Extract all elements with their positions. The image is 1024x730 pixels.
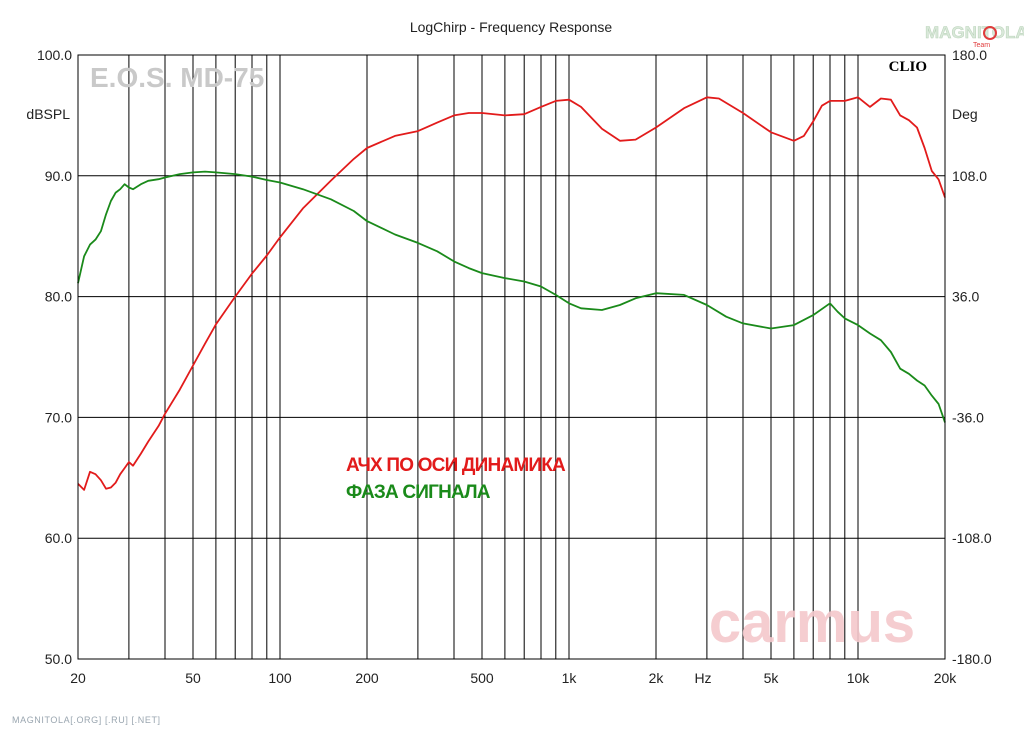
x-tick-label: 50 — [185, 670, 201, 686]
left-tick-label: 100.0 — [37, 47, 72, 63]
right-tick-label: -108.0 — [952, 530, 992, 546]
legend-entry-response: АЧХ ПО ОСИ ДИНАМИКА — [346, 455, 566, 476]
phase-line — [77, 170, 946, 423]
frequency-response-line — [77, 96, 946, 491]
chart-title: LogChirp - Frequency Response — [410, 19, 613, 35]
right-tick-label: -180.0 — [952, 651, 992, 667]
magnitola-logo: MAGNITOLA Team — [925, 23, 1024, 49]
left-tick-label: 60.0 — [45, 530, 72, 546]
x-axis-unit-label: Hz — [694, 670, 711, 686]
x-tick-label: 200 — [355, 670, 379, 686]
x-tick-label: 10k — [847, 670, 871, 686]
left-tick-label: 90.0 — [45, 168, 72, 184]
x-tick-label: 20 — [70, 670, 86, 686]
axes-labels: 50.0 60.0 70.0 80.0 90.0 100.0 -180.0 -108.0 -36… — [37, 47, 992, 686]
logo-sub-text: Team — [973, 42, 990, 49]
left-tick-label: 70.0 — [45, 409, 72, 425]
watermark-group: carmus E.O.S. MD-75 — [90, 62, 915, 655]
left-axis-label: dBSPL — [26, 106, 70, 122]
logo-text: MAGNITOLA — [925, 23, 1024, 42]
right-tick-label: 180.0 — [952, 47, 987, 63]
carmus-watermark: carmus — [709, 590, 915, 655]
clio-label: CLIO — [889, 59, 927, 75]
x-tick-label: 20k — [934, 670, 958, 686]
right-tick-label: 108.0 — [952, 168, 987, 184]
x-tick-label: 500 — [470, 670, 494, 686]
curves — [77, 96, 946, 491]
plot-grid — [78, 55, 945, 659]
x-tick-label: 5k — [764, 670, 780, 686]
x-tick-label: 1k — [562, 670, 578, 686]
plot-frame — [77, 54, 946, 660]
right-axis-label: Deg — [952, 106, 978, 122]
footer-watermark: MAGNITOLA[.ORG] [.RU] [.NET] — [12, 715, 161, 725]
logo-ring-icon — [983, 26, 997, 40]
x-tick-label: 2k — [649, 670, 665, 686]
right-tick-label: 36.0 — [952, 289, 979, 305]
left-tick-label: 50.0 — [45, 651, 72, 667]
right-tick-label: -36.0 — [952, 409, 984, 425]
product-watermark: E.O.S. MD-75 — [90, 62, 264, 93]
left-tick-label: 80.0 — [45, 289, 72, 305]
x-tick-label: 100 — [268, 670, 292, 686]
legend-entry-phase: ФАЗА СИГНАЛА — [346, 482, 491, 503]
